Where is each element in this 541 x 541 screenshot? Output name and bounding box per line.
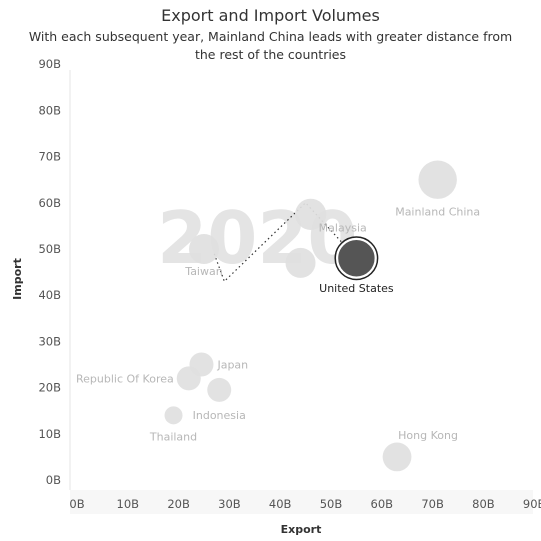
point-unlabeled <box>285 247 316 278</box>
point-label-republic-of-korea: Republic Of Korea <box>76 372 174 385</box>
point-republic-of-korea <box>176 366 201 391</box>
x-axis-band <box>70 490 533 514</box>
x-tick-label: 10B <box>117 497 140 511</box>
chart-subtitle: With each subsequent year, Mainland Chin… <box>28 29 513 62</box>
x-tick-label: 70B <box>421 497 444 511</box>
point-united-states <box>336 238 377 279</box>
y-tick-label: 20B <box>38 381 61 395</box>
point-malaysia <box>295 198 327 230</box>
x-tick-label: 90B <box>523 497 541 511</box>
x-tick-label: 50B <box>320 497 343 511</box>
y-axis-title: Import <box>11 258 24 300</box>
x-tick-label: 60B <box>371 497 394 511</box>
point-label-hong-kong: Hong Kong <box>398 429 458 442</box>
y-tick-label: 70B <box>38 150 61 164</box>
x-tick-label: 30B <box>218 497 241 511</box>
point-thailand <box>164 406 183 425</box>
history-trail <box>213 201 357 283</box>
chart-title: Export and Import Volumes <box>161 6 380 25</box>
x-axis-bg <box>69 70 533 514</box>
x-axis-title: Export <box>281 523 322 536</box>
point-taiwan <box>189 234 219 264</box>
point-indonesia <box>207 377 232 402</box>
x-tick-label: 0B <box>69 497 84 511</box>
x-axis-ticks: 0B 10B 20B 30B 40B 50B 60B 70B 80B 90B <box>69 497 541 511</box>
point-label-mainland-china: Mainland China <box>395 206 480 219</box>
points-group <box>164 160 457 472</box>
y-tick-label: 10B <box>38 427 61 441</box>
labels-group: Mainland China Malaysia Taiwan Japan Republi… <box>76 206 480 444</box>
point-label-japan: Japan <box>216 359 248 372</box>
x-tick-label: 80B <box>472 497 495 511</box>
point-hong-kong <box>382 442 412 472</box>
y-tick-label: 30B <box>38 334 61 348</box>
point-label-thailand: Thailand <box>149 430 197 443</box>
y-tick-label: 60B <box>38 196 61 210</box>
y-tick-label: 90B <box>38 57 61 71</box>
point-label-indonesia: Indonesia <box>193 409 246 422</box>
x-tick-label: 40B <box>269 497 292 511</box>
x-tick-label: 20B <box>167 497 190 511</box>
y-tick-label: 40B <box>38 288 61 302</box>
y-tick-label: 0B <box>46 473 61 487</box>
y-axis-ticks: 0B 10B 20B 30B 40B 50B 60B 70B 80B 90B <box>38 57 61 487</box>
point-label-united-states: United States <box>319 282 394 295</box>
y-tick-label: 80B <box>38 103 61 117</box>
point-label-malaysia: Malaysia <box>319 221 367 234</box>
y-tick-label: 50B <box>38 242 61 256</box>
point-ring-united-states <box>334 236 379 281</box>
point-mainland-china <box>418 160 457 199</box>
trail-group <box>213 201 357 283</box>
point-label-taiwan: Taiwan <box>184 265 222 278</box>
